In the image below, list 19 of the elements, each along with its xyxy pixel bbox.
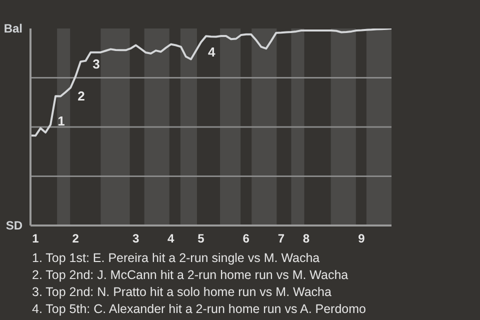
x-tick-label: 1 — [32, 232, 40, 246]
x-tick-label: 6 — [242, 232, 250, 246]
annotation: 3 — [92, 56, 100, 72]
x-tick-label: 7 — [278, 232, 285, 246]
annotation: 4 — [208, 44, 216, 60]
x-tick-label: 3 — [132, 232, 140, 246]
text: Bal — [4, 22, 23, 36]
x-tick-label: 4 — [168, 232, 175, 246]
text: 2. Top 2nd: J. McCann hit a 2-run home run vs M. Wacha — [32, 268, 348, 282]
text: 3. Top 2nd: N. Pratto hit a solo home run vs M. Wacha — [32, 285, 332, 299]
text: SD — [6, 218, 23, 232]
x-tick-label: 5 — [198, 232, 205, 246]
annotation: 1 — [58, 113, 65, 128]
x-tick-label: 9 — [358, 232, 366, 246]
annotation: 2 — [78, 88, 85, 104]
text: 4. Top 5th: C. Alexander hit a 2-run home run vs A. Perdomo — [32, 302, 366, 316]
x-tick-label: 8 — [302, 232, 310, 246]
x-tick-label: 2 — [72, 232, 80, 246]
text: 1. Top 1st: E. Pereira hit a 2-run single vs M. Wacha — [32, 251, 320, 265]
